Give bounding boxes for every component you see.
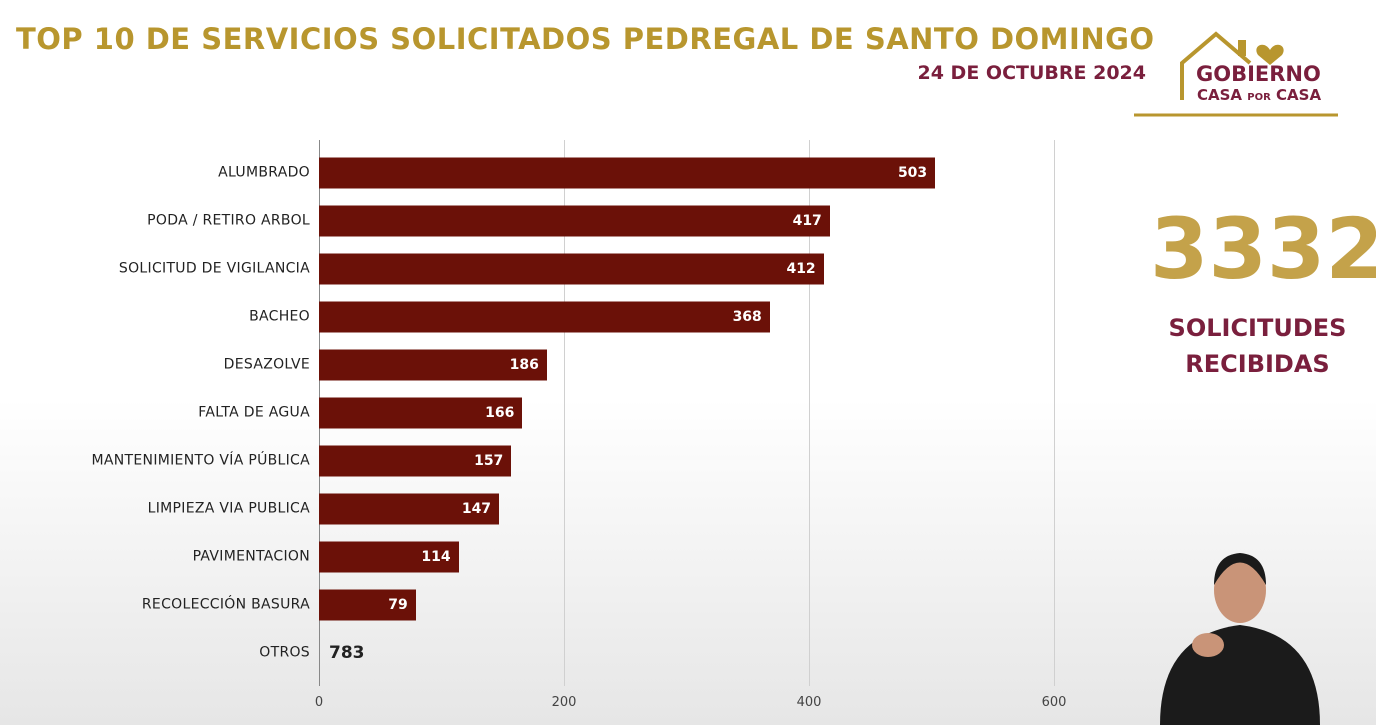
interpreter — [1160, 553, 1320, 725]
logo-line2: CASA POR CASA — [1197, 86, 1321, 104]
bar — [319, 349, 547, 381]
value-label: 417 — [792, 213, 822, 229]
x-tick-label: 0 — [314, 695, 324, 710]
y-tick-label: PAVIMENTACION — [192, 548, 310, 565]
logo-text: CASA — [1276, 86, 1322, 104]
value-label: 503 — [897, 165, 928, 181]
subtitle: 24 DE OCTUBRE 2024 — [917, 62, 1147, 84]
y-tick-label: PODA / RETIRO ARBOL — [147, 212, 310, 229]
bar — [319, 205, 830, 237]
value-label: 114 — [421, 549, 451, 565]
title: TOP 10 DE SERVICIOS SOLICITADOS PEDREGAL… — [16, 22, 1155, 56]
other-value: 783 — [329, 643, 365, 663]
bar — [319, 493, 500, 525]
value-label: 157 — [474, 453, 504, 469]
logo-line1: GOBIERNO — [1196, 62, 1321, 86]
bar — [319, 445, 512, 477]
logo-frame — [1134, 31, 1338, 117]
bar — [319, 541, 459, 573]
y-tick-label: BACHEO — [249, 308, 310, 325]
bar — [319, 589, 416, 621]
bar — [319, 301, 770, 333]
value-label: 79 — [388, 597, 408, 613]
grid-line — [809, 140, 810, 686]
value-label: 166 — [485, 405, 515, 421]
value-label: 368 — [732, 309, 762, 325]
value-label: 186 — [509, 357, 539, 373]
y-tick-label: DESAZOLVE — [223, 356, 310, 373]
grid-line — [564, 140, 565, 686]
total-label: SOLICITUDES RECIBIDAS — [1168, 314, 1347, 378]
logo-text: CASA — [1197, 86, 1243, 104]
value-label: 147 — [461, 501, 492, 517]
bar — [319, 397, 523, 429]
bar — [319, 253, 824, 285]
y-tick-label: ALUMBRADO — [218, 164, 310, 181]
y-tick-label: OTROS — [259, 644, 310, 661]
x-tick-label: 600 — [1041, 695, 1067, 710]
logo-text: POR — [1247, 92, 1271, 103]
y-tick-label: SOLICITUD DE VIGILANCIA — [118, 260, 310, 277]
x-tick-label: 400 — [796, 695, 822, 710]
y-tick-label: RECOLECCIÓN BASURA — [141, 596, 310, 613]
y-tick-label: MANTENIMIENTO VÍA PÚBLICA — [91, 452, 310, 469]
total: 3332 — [1150, 200, 1376, 298]
y-tick-label: FALTA DE AGUA — [198, 404, 310, 421]
grid-line — [1054, 140, 1055, 686]
value-label: 412 — [786, 261, 816, 277]
y-tick-label: LIMPIEZA VIA PUBLICA — [147, 500, 310, 517]
bar — [319, 157, 936, 189]
x-tick-label: 200 — [551, 695, 577, 710]
